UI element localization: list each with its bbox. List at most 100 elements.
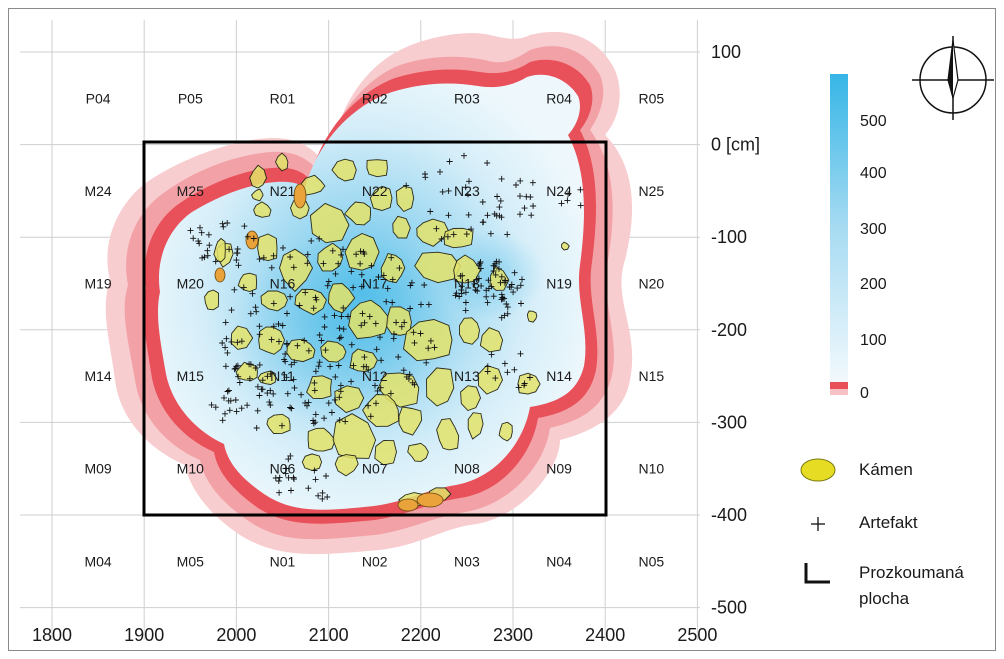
stone	[426, 367, 455, 407]
artefact	[477, 259, 484, 265]
artefact	[492, 375, 499, 382]
artefact	[484, 299, 491, 306]
stone	[320, 340, 347, 363]
x-tick-label: 2400	[585, 625, 625, 645]
artefact	[256, 323, 263, 330]
grid-cell-label: M10	[177, 461, 204, 477]
grid-cell-label: P05	[178, 90, 203, 106]
artefact	[468, 226, 475, 233]
artefact	[338, 313, 345, 320]
artefact	[484, 368, 491, 375]
artefact	[281, 371, 288, 378]
artefact	[287, 452, 294, 459]
artefact	[291, 384, 298, 391]
artefact	[222, 410, 228, 417]
color-scale: 500 400 300 200 100 0	[830, 74, 887, 402]
grid-cell-label: R03	[454, 90, 480, 106]
artefact	[361, 354, 368, 361]
artefact	[485, 277, 492, 284]
artefact	[365, 366, 372, 373]
artefact	[527, 194, 534, 200]
artefact	[484, 212, 491, 219]
artefact	[359, 310, 366, 317]
x-tick-label: 2000	[216, 625, 256, 645]
artefact	[284, 390, 291, 397]
grid-cell-label: N20	[638, 276, 664, 292]
grid-cell-label: N18	[454, 276, 480, 292]
artefact	[417, 330, 424, 337]
artefact	[350, 284, 357, 291]
artefact	[490, 262, 497, 269]
artefact	[480, 219, 487, 226]
x-tick-label: 2500	[677, 625, 717, 645]
artefact	[350, 362, 357, 369]
artefact	[340, 246, 346, 253]
artefact	[517, 193, 523, 200]
artefact	[508, 281, 515, 288]
stone	[204, 289, 219, 311]
y-tick-label: -200	[711, 320, 747, 340]
grid-cell-label: N25	[638, 183, 664, 199]
grid-cell-label: P04	[86, 90, 111, 106]
artefact	[450, 231, 457, 238]
artefact	[253, 425, 260, 431]
artefact	[241, 223, 248, 230]
artefact	[323, 473, 329, 479]
stone	[253, 201, 272, 218]
artefact	[285, 456, 292, 463]
stone	[407, 442, 429, 462]
artefact	[358, 271, 365, 278]
artefact	[518, 300, 524, 307]
artefact	[225, 387, 232, 394]
stone	[386, 306, 412, 336]
stone	[362, 394, 400, 427]
artefact	[321, 415, 328, 422]
artefact	[358, 322, 365, 329]
artefact	[240, 284, 247, 291]
artefact	[365, 402, 372, 409]
y-tick-label: -300	[711, 412, 747, 432]
artefact	[510, 289, 517, 296]
artefact	[388, 254, 395, 261]
artefact	[401, 319, 408, 326]
grid-cell-label: N24	[546, 183, 572, 199]
artefact	[310, 305, 317, 312]
artefact	[357, 248, 364, 255]
artefact	[249, 290, 256, 297]
artefact	[406, 371, 413, 378]
grid-cell-label: M04	[84, 553, 111, 569]
artefact	[361, 250, 368, 257]
artefact	[324, 282, 331, 289]
stone	[460, 385, 481, 412]
artefact	[287, 254, 294, 260]
artefact	[279, 422, 285, 429]
artefact	[437, 168, 443, 175]
artefact	[498, 314, 505, 321]
stone	[392, 215, 411, 239]
artefact	[331, 312, 338, 319]
artefact	[270, 390, 277, 397]
grid-cell-label: R04	[546, 90, 572, 106]
artefact	[445, 212, 452, 219]
artefact	[231, 286, 238, 293]
artefact	[301, 337, 308, 344]
artefact	[254, 383, 261, 390]
stone	[293, 183, 307, 209]
grid-cell-label: N22	[362, 183, 388, 199]
artefact	[398, 323, 405, 330]
grid-cell-label: M15	[177, 368, 204, 384]
y-tick-label: 0 [cm]	[711, 135, 760, 155]
grid-cell-label: N09	[546, 461, 572, 477]
artefact	[313, 296, 320, 303]
artefact	[474, 288, 481, 294]
artefact	[296, 302, 303, 309]
artefact	[224, 388, 231, 395]
artefact	[321, 324, 328, 330]
stone	[348, 299, 390, 340]
artefact	[393, 319, 400, 326]
map-frame	[8, 8, 996, 651]
artefact	[372, 320, 379, 327]
artefact	[233, 257, 240, 264]
grid-cell-label: M09	[84, 461, 111, 477]
artefact	[396, 265, 403, 272]
